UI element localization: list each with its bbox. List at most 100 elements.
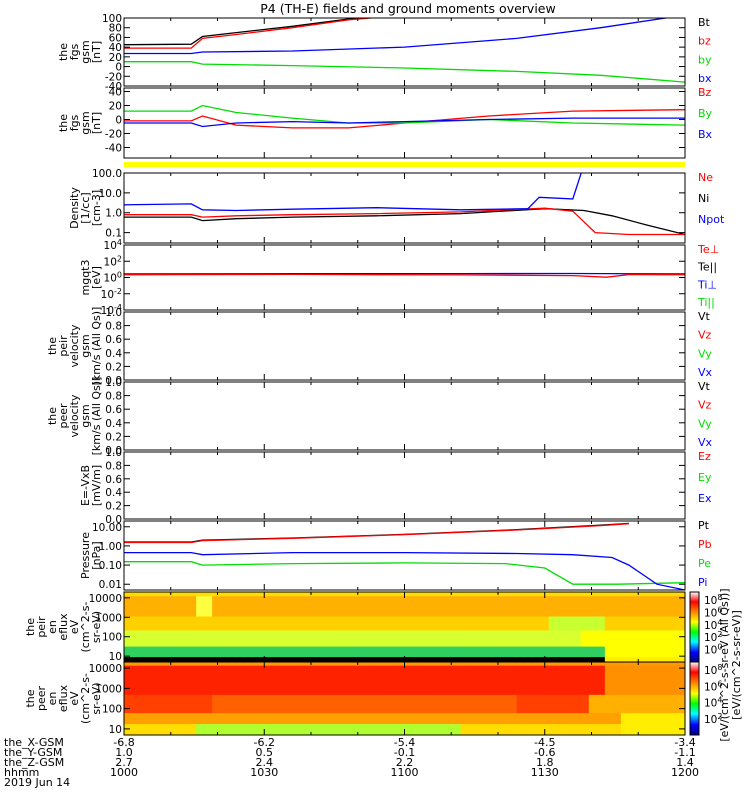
y-axis-label: [cm-3] — [90, 190, 103, 226]
panel-3: 100.0 10.0 1.0 0.1 Density[1/cc][cm-3] Ne Ni Np… — [68, 168, 725, 244]
y-tick-label: 0.0 — [105, 375, 122, 387]
time-row-label: the_Y-GSM — [4, 746, 62, 759]
y-tick-label: 40 — [109, 87, 122, 99]
y-tick-label: 0.2 — [105, 431, 122, 443]
y-tick-label: 0.4 — [105, 487, 122, 499]
legend-Vx: Vx — [698, 436, 713, 449]
y-axis-label: [nT] — [90, 112, 103, 134]
y-axis-label: mgqt3 — [79, 260, 92, 296]
series-Te — [124, 273, 685, 278]
series-group — [124, 18, 685, 83]
y-tick-label: 0.2 — [105, 361, 122, 373]
y-tick-label: 10 — [109, 724, 122, 736]
y-axis-label: Density — [68, 187, 81, 229]
y-axis-label: (cm^2-s- — [79, 673, 92, 724]
spectrogram — [124, 592, 685, 662]
legend-Bt: Bt — [698, 16, 711, 29]
x-tick-label: 1130 — [531, 766, 559, 779]
legend-Ey: Ey — [698, 471, 712, 484]
series-group — [124, 104, 685, 129]
y-tick-label: 0.8 — [105, 460, 122, 472]
y-tick-label: 0.2 — [105, 501, 122, 513]
time-row-label: hhmm — [4, 766, 39, 779]
y-axis-label: peer — [57, 403, 70, 429]
legend-Npot: Npot — [698, 213, 725, 226]
y-axis-label: peir — [57, 335, 70, 357]
y-axis-label: the — [24, 689, 37, 707]
y-tick-label: 1.0 — [105, 447, 122, 459]
panel-9: 10000 1000 100 10 thepeirenefluxeV(cm^2-s-sr… — [24, 591, 686, 663]
y-tick-label: -20 — [105, 129, 122, 141]
y-axis-label: [mV/m] — [90, 465, 103, 506]
colorbar-ele — [689, 661, 700, 736]
y-tick-label: 100.0 — [92, 168, 122, 180]
y-tick-label: -40 — [105, 143, 122, 155]
legend-Te⊥: Te⊥ — [697, 243, 719, 256]
x-tick-label: -3.4 — [674, 736, 695, 749]
y-axis-label: peir — [35, 616, 48, 638]
y-tick-label: 1000 — [95, 612, 122, 624]
y-tick-label: 80 — [109, 23, 122, 35]
y-axis-label: peer — [35, 686, 48, 712]
y-tick-label: 0 — [115, 115, 122, 127]
x-tick-label: -1.1 — [674, 746, 695, 759]
series-Pe — [124, 561, 685, 585]
y-tick-label: -20 — [105, 71, 122, 83]
y-tick-label: 0.0 — [105, 445, 122, 457]
legend-Vt: Vt — [698, 380, 711, 393]
y-tick-label: 1000 — [95, 683, 122, 695]
legend-By: By — [698, 107, 713, 120]
series-By — [124, 104, 685, 126]
x-tick-label: -5.4 — [394, 736, 415, 749]
legend-by: by — [698, 53, 712, 66]
y-axis-label: [1/cc] — [79, 192, 92, 223]
spectrogram — [124, 662, 685, 735]
y-tick-label: 10.00 — [92, 522, 122, 534]
y-tick-label: 60 — [109, 32, 122, 44]
legend-bz: bz — [698, 35, 711, 48]
y-tick-label: 100 — [102, 632, 122, 644]
y-axis-label: the — [24, 618, 37, 636]
y-axis-label: the — [57, 114, 70, 132]
series-bz — [124, 18, 379, 49]
legend-Bx: Bx — [698, 128, 713, 141]
x-tick-label: 2.2 — [396, 756, 414, 769]
x-tick-label: -0.6 — [534, 746, 555, 759]
y-axis-label: [nT] — [90, 41, 103, 63]
x-tick-label: 1000 — [110, 766, 138, 779]
legend-Ti⊥: Ti⊥ — [697, 278, 717, 291]
x-tick-label: -0.1 — [394, 746, 415, 759]
legend-Vy: Vy — [698, 417, 712, 430]
y-axis-label: sr-eV) — [90, 682, 103, 714]
y-tick-label: 20 — [109, 101, 122, 113]
series-Ne — [124, 207, 685, 236]
series-Bz — [124, 109, 685, 129]
y-axis-label: [km/s (All Qs)] — [90, 307, 103, 386]
y-tick-label: 10 — [109, 651, 122, 663]
legend-Pi: Pi — [698, 576, 707, 589]
y-tick-label: 10000 — [89, 663, 122, 675]
series-bx — [124, 18, 671, 55]
y-axis-label: gsm — [79, 40, 92, 63]
x-tick-label: 0.5 — [256, 746, 274, 759]
y-tick-label: 10000 — [89, 593, 122, 605]
x-tick-label: 1.0 — [115, 746, 133, 759]
y-axis-label: gsm — [79, 111, 92, 134]
y-axis-label: (cm^2-s- — [79, 602, 92, 653]
y-axis-label: velocity — [68, 394, 81, 437]
plot-title: P4 (TH-E) fields and ground moments over… — [260, 1, 555, 16]
series-Pb — [124, 523, 629, 544]
panel-6: 1.0 0.80.6 0.40.2 0.0 thepeervelocitygsm[km/… — [46, 377, 713, 457]
y-axis-label: the — [46, 407, 59, 425]
legend-Ez: Ez — [698, 450, 711, 463]
x-tick-label: 1.8 — [536, 756, 554, 769]
y-axis-label: eV — [68, 691, 81, 706]
legend-Vz: Vz — [698, 329, 712, 342]
x-tick-label: 1200 — [671, 766, 699, 779]
legend-Bz: Bz — [698, 86, 712, 99]
